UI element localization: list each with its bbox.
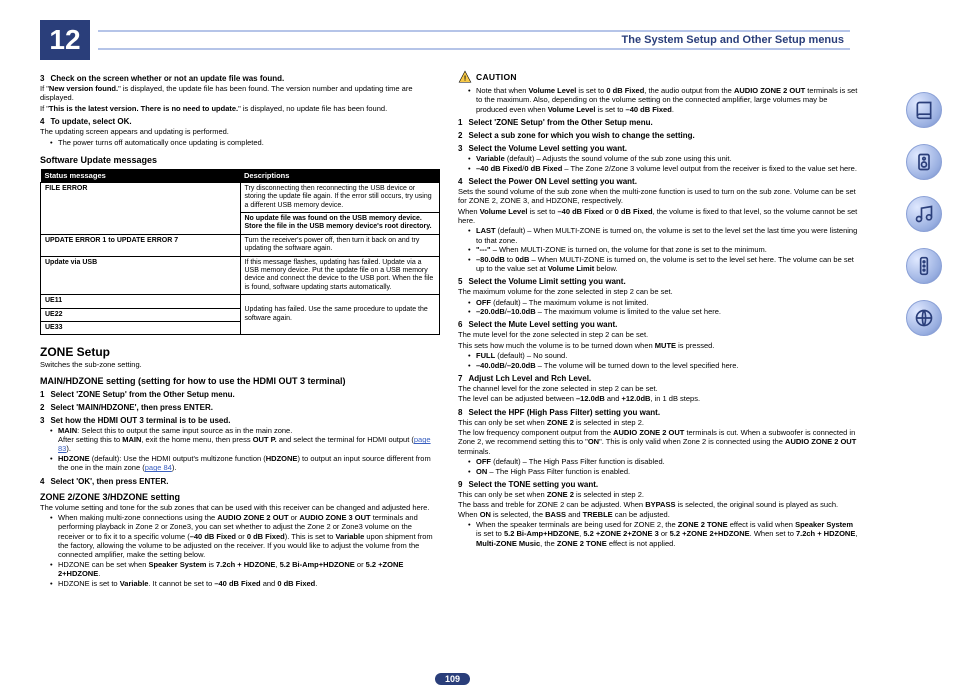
step-text: Select 'ZONE Setup' from the Other Setup… — [50, 390, 234, 399]
bullet: –40 dB Fixed/0 dB Fixed – The Zone 2/Zon… — [468, 164, 858, 173]
bullet: HDZONE can be set when Speaker System is… — [50, 560, 440, 579]
header-bar: The System Setup and Other Setup menus — [98, 30, 850, 50]
bullet: "---" – When MULTI-ZONE is turned on, th… — [468, 245, 858, 254]
step-num: 3 — [40, 74, 44, 83]
td: Try disconnecting then reconnecting the … — [240, 182, 440, 212]
bullet: –40.0dB/–20.0dB – The volume will be tur… — [468, 361, 858, 370]
body-text: If "New version found." is displayed, th… — [40, 84, 440, 103]
speaker-icon[interactable] — [906, 144, 942, 180]
step-num: 2 — [458, 131, 462, 140]
zone-setup-heading: ZONE Setup — [40, 345, 440, 359]
body-text: The channel level for the zone selected … — [458, 384, 858, 393]
body-text: This can only be set when ZONE 2 is sele… — [458, 490, 858, 499]
td: If this message flashes, updating has fa… — [240, 256, 440, 295]
td: UPDATE ERROR 1 to UPDATE ERROR 7 — [41, 234, 241, 256]
step-text: Select the HPF (High Pass Filter) settin… — [468, 408, 660, 417]
step-text: Select the Mute Level setting you want. — [468, 320, 617, 329]
caution-label: CAUTION — [476, 72, 517, 82]
step-num: 3 — [458, 144, 462, 153]
step-num: 9 — [458, 480, 462, 489]
td: UE33 — [41, 321, 241, 334]
music-icon[interactable] — [906, 196, 942, 232]
body-text: The updating screen appears and updating… — [40, 127, 440, 136]
step-text: Select 'ZONE Setup' from the Other Setup… — [468, 118, 652, 127]
body-text: When Volume Level is set to –40 dB Fixed… — [458, 207, 858, 226]
body-text: This can only be set when ZONE 2 is sele… — [458, 418, 858, 427]
step-text: Select 'MAIN/HDZONE', then press ENTER. — [50, 403, 213, 412]
step-text: Select the Volume Limit setting you want… — [468, 277, 625, 286]
step-text: Select the Volume Level setting you want… — [468, 144, 627, 153]
bullet: FULL (default) – No sound. — [468, 351, 858, 360]
body-text: The mute level for the zone selected in … — [458, 330, 858, 339]
step-num: 7 — [458, 374, 462, 383]
step-num: 4 — [458, 177, 462, 186]
td: FILE ERROR — [41, 182, 241, 234]
step-num: 1 — [458, 118, 462, 127]
step-num: 4 — [40, 477, 44, 486]
bullet: ON – The High Pass Filter function is en… — [468, 467, 858, 476]
body-text: The level can be adjusted between –12.0d… — [458, 394, 858, 403]
body-text: Switches the sub-zone setting. — [40, 360, 440, 369]
bullet: LAST (default) – When MULTI-ZONE is turn… — [468, 226, 858, 245]
chapter-number: 12 — [40, 20, 90, 60]
software-update-table: Status messages Descriptions FILE ERRORT… — [40, 169, 440, 335]
step-text: Select 'OK', then press ENTER. — [50, 477, 168, 486]
bullet: –20.0dB/–10.0dB – The maximum volume is … — [468, 307, 858, 316]
left-column: 3 Check on the screen whether or not an u… — [40, 70, 440, 588]
bullet: OFF (default) – The High Pass Filter fun… — [468, 457, 858, 466]
network-icon[interactable] — [906, 300, 942, 336]
step-text: Select a sub zone for which you wish to … — [468, 131, 694, 140]
th: Status messages — [41, 169, 241, 183]
caution-icon: ! — [458, 70, 472, 84]
body-text: The low frequency component output from … — [458, 428, 858, 456]
step-text: To update, select OK. — [50, 117, 131, 126]
step-num: 1 — [40, 390, 44, 399]
step-num: 8 — [458, 408, 462, 417]
td: No update file was found on the USB memo… — [240, 213, 440, 235]
subheading: ZONE 2/ZONE 3/HDZONE setting — [40, 492, 440, 502]
header-band: 12 The System Setup and Other Setup menu… — [0, 20, 850, 60]
bullet: Note that when Volume Level is set to 0 … — [468, 86, 858, 114]
step-text: Check on the screen whether or not an up… — [50, 74, 284, 83]
td: UE11 — [41, 295, 241, 308]
step-text: Select the Power ON Level setting you wa… — [468, 177, 636, 186]
page-link[interactable]: page 84 — [145, 463, 172, 472]
subheading: MAIN/HDZONE setting (setting for how to … — [40, 376, 440, 386]
step-num: 6 — [458, 320, 462, 329]
td: Updating has failed. Use the same proced… — [240, 295, 440, 335]
td: UE22 — [41, 308, 241, 321]
bullet: OFF (default) – The maximum volume is no… — [468, 298, 858, 307]
side-nav-icons — [906, 92, 942, 336]
body-text: If "This is the latest version. There is… — [40, 104, 440, 113]
step-text: Set how the HDMI OUT 3 terminal is to be… — [50, 416, 230, 425]
step-text: Select the TONE setting you want. — [468, 480, 598, 489]
bullet: When the speaker terminals are being use… — [468, 520, 858, 548]
body-text: The bass and treble for ZONE 2 can be ad… — [458, 500, 858, 519]
step-text: Adjust Lch Level and Rch Level. — [468, 374, 591, 383]
book-icon[interactable] — [906, 92, 942, 128]
right-column: ! CAUTION Note that when Volume Level is… — [458, 70, 858, 588]
body-text: The maximum volume for the zone selected… — [458, 287, 858, 296]
bullet: HDZONE (default): Use the HDMI output's … — [50, 454, 440, 473]
td: Turn the receiver's power off, then turn… — [240, 234, 440, 256]
bullet: The power turns off automatically once u… — [50, 138, 440, 147]
body-text: Sets the sound volume of the sub zone wh… — [458, 187, 858, 206]
th: Descriptions — [240, 169, 440, 183]
bullet: HDZONE is set to Variable. It cannot be … — [50, 579, 440, 588]
table-title: Software Update messages — [40, 155, 440, 165]
remote-icon[interactable] — [906, 248, 942, 284]
body-text: This sets how much the volume is to be t… — [458, 341, 858, 350]
td: Update via USB — [41, 256, 241, 295]
bullet: When making multi-zone connections using… — [50, 513, 440, 560]
bullet: –80.0dB to 0dB – When MULTI-ZONE is turn… — [468, 255, 858, 274]
step-num: 3 — [40, 416, 44, 425]
bullet: MAIN: Select this to output the same inp… — [50, 426, 440, 454]
header-title: The System Setup and Other Setup menus — [622, 34, 845, 46]
step-num: 4 — [40, 117, 44, 126]
bullet: Variable (default) – Adjusts the sound v… — [468, 154, 858, 163]
step-num: 2 — [40, 403, 44, 412]
svg-text:!: ! — [464, 76, 466, 83]
body-text: The volume setting and tone for the sub … — [40, 503, 440, 512]
step-num: 5 — [458, 277, 462, 286]
